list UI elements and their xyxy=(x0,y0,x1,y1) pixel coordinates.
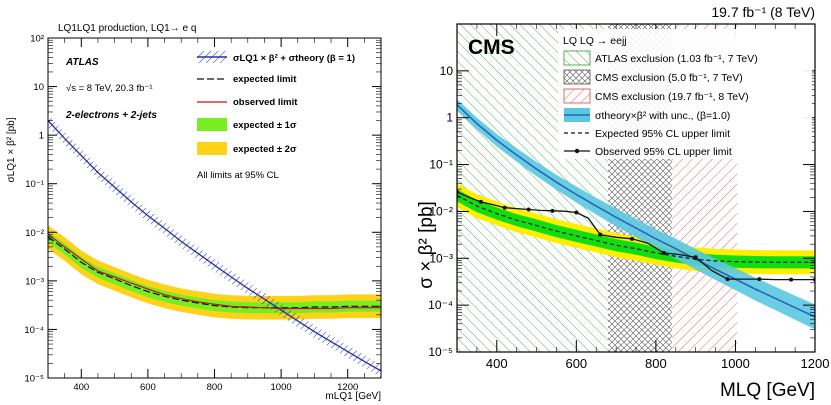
legend-swatch-band1 xyxy=(197,118,227,131)
atlas-legend-theory: σLQ1 × β² + σtheory (β = 1) xyxy=(233,53,355,64)
cms-x-tick-label: 600 xyxy=(565,356,587,371)
legend-swatch-band2 xyxy=(197,142,227,155)
cms-legend-expected: Expected 95% CL upper limit xyxy=(595,128,730,140)
atlas-x-tick-label: 1200 xyxy=(337,382,358,393)
atlas-legend-band2: expected ± 2σ xyxy=(233,144,297,155)
cms-legend-title: LQ LQ → eejj xyxy=(563,35,627,47)
cms-axes: 10⁻⁵ 10⁻⁴ 10⁻³ 10⁻² 10⁻¹ 1 10 400 600 800 1000 1200 xyxy=(428,24,829,371)
atlas-y-tick-label: 10 xyxy=(33,82,44,93)
cms-legend: LQ LQ → eejj ATLAS exclusion (1.03 fb⁻¹,… xyxy=(558,29,812,159)
cms-observed-point xyxy=(526,207,531,212)
atlas-bands xyxy=(48,225,381,320)
atlas-axes: 10⁻⁵ 10⁻⁴ 10⁻³ 10⁻² 10⁻¹ 1 10 10² 400 600 800 1000 1… xyxy=(24,34,382,393)
atlas-x-tick-label: 600 xyxy=(140,382,156,393)
cms-observed-line xyxy=(457,191,815,281)
cms-observed-point xyxy=(725,277,730,282)
cms-y-tick-label: 10⁻⁵ xyxy=(428,345,453,359)
atlas-y-tick-label: 10⁻¹ xyxy=(25,179,44,190)
cms-band-1sigma xyxy=(457,189,815,269)
cms-y-tick-label: 1 xyxy=(446,111,453,125)
cms-y-tick-label: 10⁻² xyxy=(429,204,453,218)
cms-legend-box xyxy=(558,29,812,159)
cms-x-tick-label: 1200 xyxy=(801,356,830,371)
atlas-band-2sigma xyxy=(48,225,381,320)
atlas-x-tick-label: 1000 xyxy=(271,382,292,393)
cms-legend-swatch-observed-marker xyxy=(574,148,580,154)
atlas-y-tick-label: 10⁻⁵ xyxy=(24,374,44,385)
cms-x-tick-label: 1000 xyxy=(721,356,750,371)
atlas-theory-line xyxy=(48,120,381,372)
cms-theory-band xyxy=(457,99,815,330)
cms-observed-point xyxy=(478,199,483,204)
cms-legend-swatch-atlas xyxy=(563,50,591,66)
cms-observed-point xyxy=(550,208,555,213)
cms-bands xyxy=(457,183,815,275)
atlas-y-tick-label: 10⁻² xyxy=(25,228,44,239)
atlas-legend-band1: expected ± 1σ xyxy=(233,120,297,131)
cms-legend-theory: σtheory×β² with unc., (β=1.0) xyxy=(595,110,730,122)
atlas-legend-expected: expected limit xyxy=(233,74,297,85)
cms-observed-point xyxy=(574,210,579,215)
cms-y-tick-label: 10⁻³ xyxy=(429,251,453,265)
cms-observed-point xyxy=(789,277,794,282)
cms-chart: 10⁻⁵ 10⁻⁴ 10⁻³ 10⁻² 10⁻¹ 1 10 400 600 800 1000 1200… xyxy=(416,4,829,401)
cms-lumi-label: 19.7 fb⁻¹ (8 TeV) xyxy=(711,4,815,20)
atlas-observed-line xyxy=(48,234,381,310)
cms-observed-point xyxy=(630,236,635,241)
cms-observed-point xyxy=(598,232,603,237)
cms-legend-cms5: CMS exclusion (5.0 fb⁻¹, 7 TeV) xyxy=(595,72,743,84)
cms-theory-line xyxy=(457,104,815,318)
atlas-legend-observed: observed limit xyxy=(233,97,298,108)
atlas-chart: 10⁻⁵ 10⁻⁴ 10⁻³ 10⁻² 10⁻¹ 1 10 10² 400 600 800 1000 1… xyxy=(6,23,382,402)
cms-legend-swatch-cms19 xyxy=(563,88,591,104)
atlas-energy-label: √s = 8 TeV, 20.3 fb⁻¹ xyxy=(66,83,153,94)
atlas-x-axis-label: mLQ1 [GeV] xyxy=(325,391,381,402)
cms-band-2sigma xyxy=(457,183,815,275)
cms-observed-point xyxy=(693,255,698,260)
atlas-x-tick-label: 800 xyxy=(207,382,223,393)
cms-x-tick-label: 800 xyxy=(645,356,667,371)
cms-x-tick-label: 400 xyxy=(486,356,508,371)
atlas-y-axis-label: σLQ1 × β² [pb] xyxy=(6,117,17,182)
cms-observed-point xyxy=(757,277,762,282)
cms-observed-point xyxy=(502,205,507,210)
atlas-lines xyxy=(48,114,381,378)
cms-observed-point xyxy=(661,250,666,255)
atlas-band-1sigma xyxy=(48,231,381,314)
cms-y-tick-label: 10⁻⁴ xyxy=(428,298,453,312)
atlas-y-tick-label: 10² xyxy=(30,34,44,45)
cms-legend-observed: Observed 95% CL upper limit xyxy=(595,146,732,158)
cms-y-tick-label: 10⁻¹ xyxy=(429,158,453,172)
cms-legend-cms19: CMS exclusion (19.7 fb⁻¹, 8 TeV) xyxy=(595,91,749,103)
atlas-title: LQ1LQ1 production, LQ1→ e q xyxy=(58,23,196,34)
cms-x-axis-label: MLQ [GeV] xyxy=(720,380,815,401)
atlas-channel-label: 2-electrons + 2-jets xyxy=(65,110,157,121)
cms-experiment-label: CMS xyxy=(468,36,515,59)
atlas-legend: σLQ1 × β² + σtheory (β = 1) expected lim… xyxy=(197,51,355,181)
atlas-note: All limits at 95% CL xyxy=(197,170,279,181)
cms-y-axis-label: σ × β² [pb] xyxy=(416,201,437,289)
atlas-y-tick-label: 10⁻⁴ xyxy=(24,325,44,336)
atlas-y-tick-label: 1 xyxy=(39,131,44,142)
cms-y-tick-label: 10 xyxy=(440,64,454,78)
cms-legend-atlas: ATLAS exclusion (1.03 fb⁻¹, 7 TeV) xyxy=(595,53,758,65)
cms-legend-swatch-cms5 xyxy=(563,69,591,85)
atlas-experiment-label: ATLAS xyxy=(65,57,99,68)
atlas-expected-line xyxy=(48,236,381,309)
atlas-x-tick-label: 400 xyxy=(73,382,89,393)
cms-expected-line xyxy=(457,194,815,263)
atlas-y-tick-label: 10⁻³ xyxy=(25,276,44,287)
